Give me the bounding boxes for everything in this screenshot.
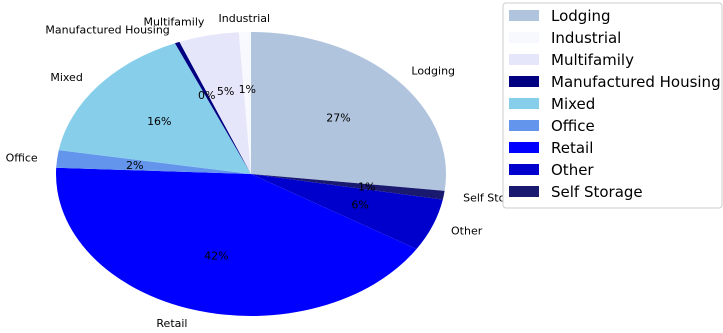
legend-label-lodging: Lodging [551,7,611,25]
legend-label-retail: Retail [551,139,593,157]
category-label-lodging: Lodging [411,64,455,77]
pct-label-office: 2% [126,159,143,172]
pct-label-retail: 42% [204,249,228,262]
category-label-office: Office [6,151,38,164]
legend-label-industrial: Industrial [551,29,621,47]
pct-label-self-storage: 1% [358,181,375,194]
legend-swatch-manufactured-housing [509,76,539,87]
legend-swatch-lodging [509,10,539,21]
legend: Lodging Industrial Multifamily Manufactured… [502,2,723,209]
legend-swatch-multifamily [509,54,539,65]
legend-label-manufactured-housing: Manufactured Housing [551,73,721,91]
pct-label-industrial: 1% [239,83,256,96]
category-label-mixed: Mixed [50,71,82,84]
legend-swatch-industrial [509,32,539,43]
slice-manufactured-housing [174,41,251,174]
pct-label-manufactured-housing: 0% [198,89,215,102]
legend-swatch-office [509,120,539,131]
category-label-multifamily: Multifamily [144,16,205,29]
pct-label-mixed: 16% [147,115,171,128]
pct-label-other: 6% [351,199,368,212]
legend-swatch-other [509,164,539,175]
pct-label-lodging: 27% [326,111,350,124]
slice-other [251,174,443,250]
slice-multifamily [179,32,251,174]
legend-swatch-mixed [509,98,539,109]
slice-retail [56,167,417,316]
legend-swatch-retail [509,142,539,153]
legend-label-multifamily: Multifamily [551,51,634,69]
slice-mixed [58,43,251,174]
category-label-industrial: Industrial [219,12,271,25]
slice-self-storage [251,174,445,200]
legend-label-mixed: Mixed [551,95,595,113]
category-label-retail: Retail [156,317,187,330]
legend-label-office: Office [551,117,595,135]
slice-lodging [251,32,446,191]
pct-label-multifamily: 5% [217,85,234,98]
legend-swatch-self-storage [509,186,539,197]
percent-labels: 27% 1% 6% 42% 2% 16% 0% 5% 1% [126,83,375,263]
legend-items: Lodging Industrial Multifamily Manufactured… [509,7,721,201]
legend-label-other: Other [551,161,594,179]
slice-industrial [238,32,251,174]
category-label-other: Other [451,224,483,237]
pie-slices [56,32,446,316]
legend-frame [502,2,723,209]
slice-office [56,150,251,174]
category-label-manufactured-housing: Manufactured Housing [45,23,169,36]
legend-label-self-storage: Self Storage [551,183,643,201]
